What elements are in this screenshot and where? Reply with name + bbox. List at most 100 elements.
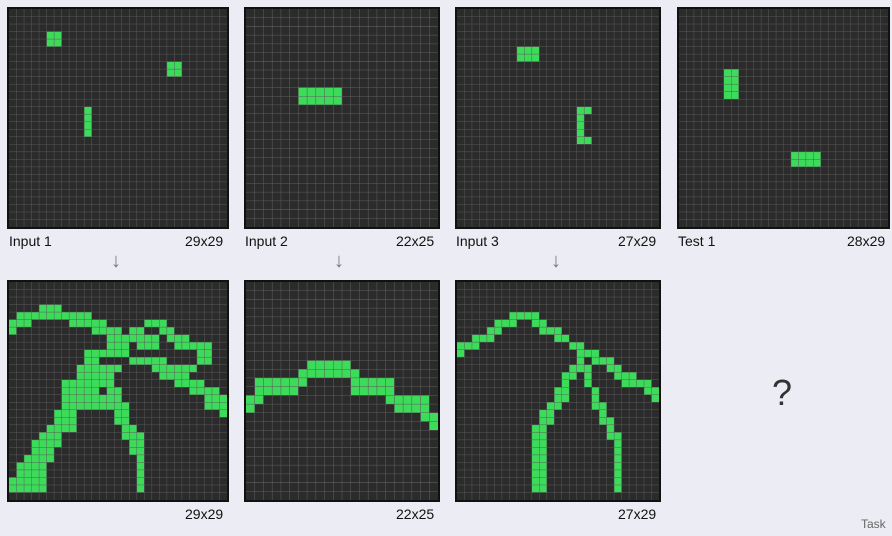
grid-cell-filled (531, 432, 540, 440)
output-2-size: 22x25 (396, 506, 435, 522)
grid-cell-filled (91, 364, 100, 373)
grid-cell-filled (411, 404, 421, 413)
grid-cell-filled (24, 319, 32, 328)
grid-cell-filled (531, 312, 540, 320)
grid-cell-filled (174, 334, 182, 343)
grid-cell-filled (501, 319, 510, 328)
grid-cell-filled (644, 387, 652, 395)
grid-cell-filled (584, 106, 592, 115)
input-3-label: Input 3 (456, 233, 499, 249)
grid-cell-filled (531, 454, 540, 463)
grid-cell-filled (69, 409, 77, 418)
grid-cell-filled (136, 334, 145, 343)
grid-cell-filled (385, 395, 395, 405)
grid-cell-filled (576, 136, 585, 145)
grid-cell-filled (174, 372, 182, 380)
grid-cell-filled (576, 121, 585, 130)
grid-cell-filled (99, 402, 107, 410)
grid-cell-filled (189, 342, 197, 350)
grid-cell-filled (280, 377, 290, 387)
grid-cell-filled (599, 402, 607, 410)
grid-cell-filled (151, 319, 160, 328)
grid-cell-filled (84, 394, 92, 403)
grid-cell-filled (24, 484, 32, 493)
arrow-down-icon: ↓ (111, 250, 121, 272)
grid-cell-filled (539, 432, 547, 440)
grid-cell-filled (204, 349, 212, 358)
grid-cell-filled (394, 395, 404, 405)
grid-cell-filled (315, 87, 325, 97)
grid-cell-filled (486, 334, 495, 343)
grid-cell-filled (254, 395, 264, 405)
grid-cell-filled (263, 386, 273, 396)
grid-cell-filled (546, 402, 555, 410)
grid-cell-filled (546, 417, 555, 425)
grid-cell-filled (569, 342, 577, 350)
grid-cell-filled (516, 312, 525, 320)
grid-cell-filled (129, 357, 137, 365)
grid-cell-filled (114, 349, 122, 358)
grid-cell-filled (246, 404, 255, 413)
grid-cell-filled (84, 114, 92, 122)
grid-cell-filled (524, 46, 532, 55)
grid-cell-filled (486, 327, 495, 335)
grid-cell-filled (91, 319, 100, 328)
grid-cell-filled (129, 432, 137, 440)
grid-cell-filled (731, 84, 739, 92)
grid-cell-filled (629, 379, 637, 388)
grid-cell-filled (84, 357, 92, 365)
grid-cell-filled (46, 39, 55, 47)
grid-cell-filled (204, 357, 212, 365)
grid-cell-filled (144, 319, 152, 328)
grid-cell-filled (121, 432, 130, 440)
grid-cell-filled (54, 31, 62, 40)
grid-cell-filled (31, 312, 40, 320)
input-3-size: 27x29 (618, 233, 657, 249)
grid-cell-filled (211, 387, 220, 395)
grid-cell-filled (84, 402, 92, 410)
grid-cell-filled (91, 372, 100, 380)
grid-cell-filled (136, 439, 145, 448)
grid-cell-filled (69, 424, 77, 433)
grid-cell-filled (584, 364, 592, 373)
output-3-grid (455, 280, 661, 502)
grid-cell-filled (539, 327, 547, 335)
grid-cell-filled (61, 409, 70, 418)
grid-cell-filled (99, 372, 107, 380)
output2-cells (246, 282, 438, 500)
grid-cell-filled (539, 409, 547, 418)
grid-cell-filled (159, 319, 167, 328)
grid-cell-filled (69, 379, 77, 388)
grid-cell-filled (159, 357, 167, 365)
grid-cell-filled (189, 379, 197, 388)
grid-cell-filled (359, 377, 369, 387)
grid-cell-filled (181, 334, 190, 343)
grid-cell-filled (54, 432, 62, 440)
grid-cell-filled (254, 377, 264, 387)
grid-cell-filled (531, 54, 540, 62)
grid-cell-filled (159, 327, 167, 335)
grid-cell-filled (166, 327, 175, 335)
grid-cell-filled (298, 96, 308, 105)
grid-cell-filled (359, 386, 369, 396)
input2-cells (246, 9, 438, 227)
arrow-down-icon: ↓ (551, 250, 561, 272)
grid-cell-filled (9, 484, 17, 493)
grid-cell-filled (307, 360, 316, 370)
grid-cell-filled (621, 379, 630, 388)
grid-cell-filled (84, 349, 92, 358)
grid-cell-filled (136, 454, 145, 463)
grid-cell-filled (324, 87, 334, 97)
grid-cell-filled (798, 151, 806, 160)
grid-cell-filled (54, 409, 62, 418)
grid-cell-filled (298, 87, 308, 97)
unknown-output-question-mark: ? (772, 372, 793, 413)
grid-cell-filled (69, 402, 77, 410)
grid-cell-filled (606, 357, 615, 365)
grid-cell-filled (272, 386, 281, 396)
grid-cell-filled (723, 91, 732, 100)
grid-cell-filled (289, 377, 299, 387)
grid-cell-filled (591, 349, 600, 358)
grid-cell-filled (539, 484, 547, 493)
grid-cell-filled (121, 402, 130, 410)
